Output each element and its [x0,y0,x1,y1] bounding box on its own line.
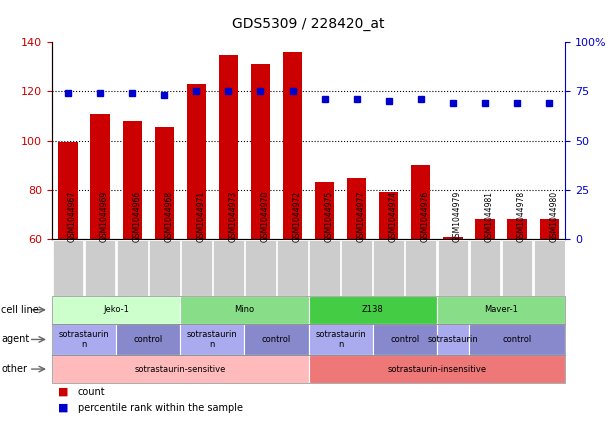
Text: GSM1044975: GSM1044975 [324,191,334,242]
FancyBboxPatch shape [53,239,83,296]
Text: GSM1044981: GSM1044981 [485,191,494,242]
FancyBboxPatch shape [245,239,276,296]
Bar [540,220,558,239]
Text: sotrastaurin-insensitive: sotrastaurin-insensitive [387,365,486,374]
Bar [283,52,302,239]
Bar [347,178,367,239]
Bar [187,84,206,239]
FancyBboxPatch shape [85,239,115,296]
Bar [475,220,495,239]
Text: control: control [390,335,419,344]
Text: GSM1044972: GSM1044972 [293,191,301,242]
FancyBboxPatch shape [277,239,308,296]
Bar [315,182,334,239]
Text: GSM1044977: GSM1044977 [357,191,365,242]
Bar [90,114,110,239]
Text: cell line: cell line [1,305,39,315]
FancyBboxPatch shape [181,239,211,296]
Text: ■: ■ [58,387,68,397]
Text: agent: agent [1,335,29,344]
Text: Mino: Mino [235,305,254,314]
Bar [443,236,463,239]
FancyBboxPatch shape [437,239,468,296]
FancyBboxPatch shape [502,239,532,296]
Bar [507,220,527,239]
FancyBboxPatch shape [213,239,244,296]
FancyBboxPatch shape [117,239,147,296]
Text: GSM1044966: GSM1044966 [132,191,141,242]
FancyBboxPatch shape [406,239,436,296]
Bar [251,64,270,239]
Text: sotrastaurin
n: sotrastaurin n [315,330,366,349]
Text: Maver-1: Maver-1 [484,305,518,314]
Text: GSM1044980: GSM1044980 [549,191,558,242]
Text: GSM1044968: GSM1044968 [164,191,173,242]
Text: sotrastaurin
n: sotrastaurin n [187,330,238,349]
Text: control: control [134,335,163,344]
FancyBboxPatch shape [149,239,180,296]
Text: sotrastaurin: sotrastaurin [428,335,478,344]
Text: GDS5309 / 228420_at: GDS5309 / 228420_at [232,17,385,31]
Text: Jeko-1: Jeko-1 [103,305,129,314]
Bar [379,192,398,239]
FancyBboxPatch shape [373,239,404,296]
Text: GSM1044971: GSM1044971 [196,191,205,242]
Text: GSM1044976: GSM1044976 [421,191,430,242]
Text: count: count [78,387,105,397]
Bar [219,55,238,239]
Text: control: control [502,335,532,344]
Text: other: other [1,364,27,374]
Bar [155,127,174,239]
Text: GSM1044969: GSM1044969 [100,191,109,242]
Text: ■: ■ [58,403,68,413]
Bar [59,142,78,239]
Text: percentile rank within the sample: percentile rank within the sample [78,403,243,413]
FancyBboxPatch shape [470,239,500,296]
Text: control: control [262,335,291,344]
FancyBboxPatch shape [309,239,340,296]
Text: GSM1044967: GSM1044967 [68,191,77,242]
Text: GSM1044978: GSM1044978 [517,191,526,242]
Text: Z138: Z138 [362,305,384,314]
FancyBboxPatch shape [342,239,372,296]
Text: sotrastaurin
n: sotrastaurin n [59,330,109,349]
Text: GSM1044970: GSM1044970 [260,191,269,242]
Text: sotrastaurin-sensitive: sotrastaurin-sensitive [134,365,226,374]
Text: GSM1044974: GSM1044974 [389,191,398,242]
Text: GSM1044979: GSM1044979 [453,191,462,242]
FancyBboxPatch shape [534,239,565,296]
Bar [411,165,430,239]
Bar [122,121,142,239]
Text: GSM1044973: GSM1044973 [229,191,237,242]
